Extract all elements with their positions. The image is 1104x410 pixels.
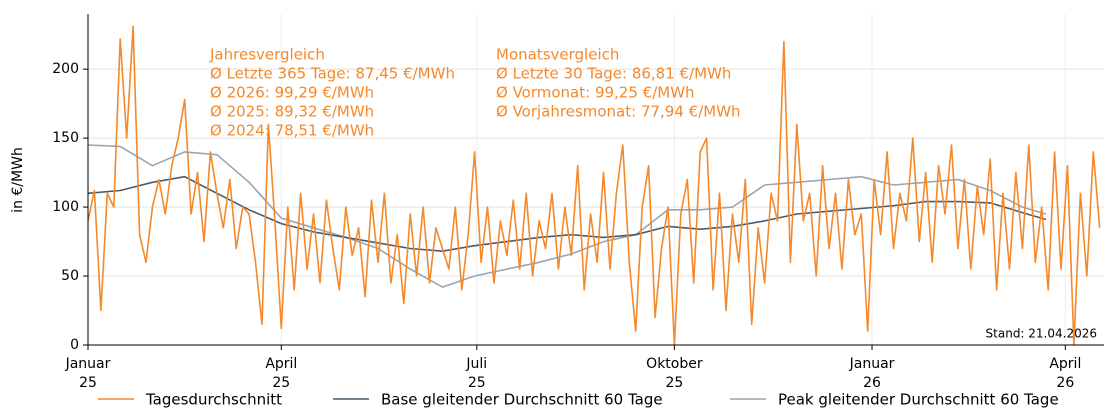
annotation: Ø Vorjahresmonat: 77,94 €/MWh — [496, 103, 741, 121]
annotation: Jahresvergleich — [209, 46, 325, 64]
y-tick-label: 100 — [52, 199, 79, 215]
legend-label: Base gleitender Durchschnitt 60 Tage — [381, 391, 663, 409]
x-tick-label: April 26 — [1049, 356, 1081, 391]
x-tick-label: Oktober 25 — [646, 356, 703, 391]
annotation: Ø Letzte 30 Tage: 86,81 €/MWh — [496, 65, 731, 83]
y-tick-label: 50 — [61, 268, 79, 284]
annotation: Monatsvergleich — [496, 46, 619, 64]
series-line — [88, 144, 1047, 288]
x-tick-label: Juli 25 — [465, 356, 487, 391]
y-axis-label: in €/MWh — [10, 147, 26, 213]
y-tick-label: 200 — [52, 61, 79, 77]
legend-label: Tagesdurchschnitt — [145, 391, 282, 409]
y-tick-label: 0 — [70, 337, 79, 353]
annotation: Ø 2024: 78,51 €/MWh — [210, 122, 374, 140]
series-line — [88, 175, 1047, 252]
annotation: Ø Vormonat: 99,25 €/MWh — [496, 84, 695, 102]
note: Stand: 21.04.2026 — [986, 327, 1097, 341]
annotation: Ø 2025: 89,32 €/MWh — [210, 103, 374, 121]
annotation: Ø 2026: 99,29 €/MWh — [210, 84, 374, 102]
x-tick-label: April 25 — [265, 356, 297, 391]
x-tick-label: Januar 26 — [849, 356, 895, 391]
y-tick-label: 150 — [52, 130, 79, 146]
series-line — [88, 25, 1101, 346]
plot-area — [88, 25, 1101, 346]
x-tick-label: Januar 25 — [65, 356, 111, 391]
legend-label: Peak gleitender Durchschnitt 60 Tage — [778, 391, 1059, 409]
annotation: Ø Letzte 365 Tage: 87,45 €/MWh — [210, 65, 455, 83]
